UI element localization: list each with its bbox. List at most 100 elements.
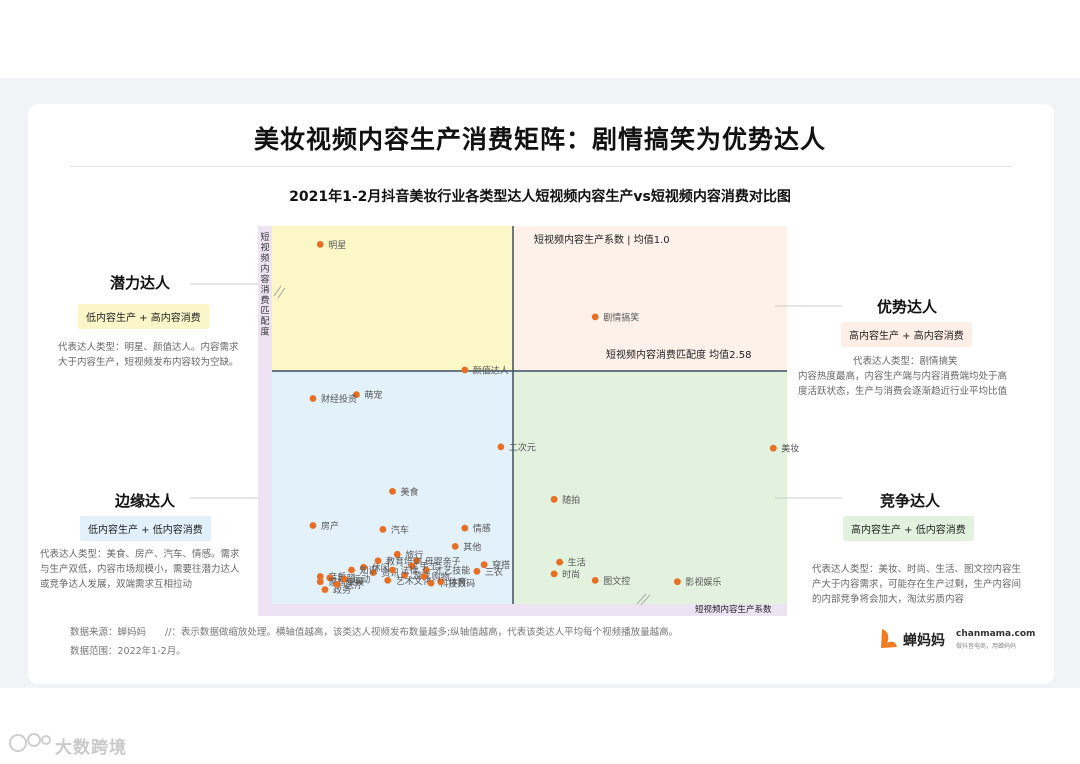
data-point-label: 生活 bbox=[568, 557, 586, 569]
data-point bbox=[556, 558, 563, 566]
brand-logo-icon bbox=[881, 629, 897, 648]
data-point bbox=[591, 313, 599, 321]
y-axis-band bbox=[258, 226, 272, 616]
watermark-logo-icon bbox=[9, 733, 51, 752]
title-divider bbox=[70, 166, 1012, 167]
x-axis-band bbox=[258, 604, 787, 616]
data-point-label: 影视娱乐 bbox=[685, 576, 721, 588]
quadrant-title-advantage: 优势达人 bbox=[876, 298, 937, 316]
data-note: //：表示数据做缩放处理。横轴值越高，该类达人视频发布数量越多;纵轴值越高，代表… bbox=[165, 627, 679, 638]
data-point bbox=[353, 391, 360, 398]
desc-line: 的内部竞争将会加大，淘汰劣质内容 bbox=[812, 594, 965, 605]
data-point bbox=[389, 488, 396, 495]
axis-break-x bbox=[636, 593, 647, 605]
y-axis-label-char: 度 bbox=[260, 326, 269, 338]
data-point-label: 资讯 bbox=[381, 568, 399, 579]
data-point bbox=[369, 569, 377, 576]
data-point-label: 知识 bbox=[360, 565, 378, 577]
data-point bbox=[473, 567, 481, 575]
data-point bbox=[333, 581, 341, 588]
data-point-label: 时尚 bbox=[562, 568, 580, 580]
quadrant-title-competitive: 竞争达人 bbox=[879, 492, 940, 510]
data-point-label: 颜值达人 bbox=[473, 365, 509, 377]
desc-line: 与生产双低，内容市场规模小，需要往潜力达人 bbox=[40, 564, 240, 575]
data-point bbox=[497, 443, 505, 451]
desc-line: 内容热度最高，内容生产端与内容消费端均处于高 bbox=[798, 371, 1008, 382]
data-point-label: 旅行 bbox=[405, 549, 423, 561]
data-point-label: 情感 bbox=[473, 523, 491, 535]
desc-line: 代表达人类型：美食、房产、汽车、情感。需求 bbox=[40, 549, 240, 560]
quadrant-top-right bbox=[513, 226, 787, 371]
data-point bbox=[437, 578, 445, 586]
quadrant-title-potential: 潜力达人 bbox=[109, 274, 170, 292]
data-point-label: 汽车 bbox=[391, 524, 409, 536]
watermark-text: 大数跨境 bbox=[55, 738, 127, 758]
desc-line: 代表达人类型：剧情搞笑 bbox=[853, 356, 958, 367]
quadrant-title-marginal: 边缘达人 bbox=[114, 492, 175, 510]
data-point bbox=[480, 561, 488, 569]
y-axis-label-char: 频 bbox=[260, 252, 269, 264]
data-point bbox=[769, 444, 777, 452]
data-point bbox=[674, 578, 681, 586]
axis-break-y bbox=[273, 285, 282, 297]
data-point bbox=[422, 566, 430, 574]
y-axis-label: 短视频内容消费匹配度 bbox=[260, 231, 269, 338]
data-point-label: 法律 bbox=[401, 565, 419, 577]
data-point-label: 其他 bbox=[463, 541, 481, 553]
data-point bbox=[316, 573, 324, 580]
data-point bbox=[360, 563, 367, 571]
data-point bbox=[451, 543, 459, 550]
y-mean-label: 短视频内容消费匹配度 均值2.58 bbox=[606, 348, 751, 361]
y-axis-label-char: 容 bbox=[260, 273, 269, 285]
data-point bbox=[316, 241, 324, 248]
data-point-label: 手工 bbox=[420, 561, 438, 573]
quadrant-pill-competitive: 高内容生产 + 低内容消费 bbox=[843, 516, 974, 541]
data-point-label: 母婴亲子 bbox=[425, 555, 461, 567]
data-point-label: 休闲 bbox=[372, 562, 390, 574]
data-point-label: 随拍 bbox=[562, 494, 580, 506]
data-point bbox=[461, 524, 469, 532]
data-point-label: 美食 bbox=[401, 486, 419, 498]
data-point-label: 购物 bbox=[432, 571, 450, 583]
data-point bbox=[379, 526, 387, 533]
y-axis-label-char: 视 bbox=[260, 242, 269, 254]
y-axis-label-char: 内 bbox=[260, 263, 269, 275]
data-point bbox=[384, 577, 392, 584]
x-axis-label: 短视频内容生产系数 bbox=[695, 604, 772, 615]
data-point bbox=[316, 578, 324, 586]
quadrant-pill-advantage: 高内容生产 + 高内容消费 bbox=[841, 322, 972, 347]
data-point-label: 才艺技能 bbox=[434, 565, 470, 577]
quadrant-pill-marginal: 低内容生产 + 低内容消费 bbox=[80, 516, 211, 541]
brand-url: chanmama.com bbox=[956, 629, 1036, 639]
chart-title: 2021年1-2月抖音美妆行业各类型达人短视频内容生产vs短视频内容消费对比图 bbox=[289, 189, 791, 205]
data-point bbox=[326, 574, 334, 582]
data-point bbox=[591, 577, 599, 584]
quadrant-bottom-left bbox=[272, 371, 513, 604]
desc-line: 产大于内容需求，可能存在生产过剩，生产内容间 bbox=[812, 579, 1022, 590]
data-point-label: 三农 bbox=[485, 566, 503, 578]
data-point-label: 医疗 bbox=[345, 579, 363, 591]
quadrant-desc-advantage: 代表达人类型：剧情搞笑 内容热度最高，内容生产端与内容消费端均处于高 度活跃状态… bbox=[798, 354, 1038, 399]
quadrant-desc-potential: 代表达人类型：明星、颜值达人。内容需求 大于内容生产，短视频发布内容较为空缺。 bbox=[58, 340, 268, 370]
y-axis-label-char: 配 bbox=[260, 316, 269, 327]
desc-line: 或竞争达人发展，双端需求互相拉动 bbox=[40, 579, 193, 590]
data-point-label: 科技数码 bbox=[439, 578, 475, 590]
data-point bbox=[461, 366, 469, 374]
brand-slogan: 做抖音电商，用蝉妈妈 bbox=[956, 643, 1017, 650]
data-point bbox=[413, 557, 420, 565]
data-point bbox=[401, 571, 408, 579]
data-point-label: 剧情搞笑 bbox=[603, 311, 639, 323]
data-source: 数据来源：蝉妈妈 bbox=[70, 627, 147, 638]
quadrant-connectors bbox=[190, 283, 842, 499]
data-point-label: 运动 bbox=[352, 575, 370, 586]
quadrant-desc-competitive: 代表达人类型：美妆、时尚、生活、图文控内容生 产大于内容需求，可能存在生产过剩，… bbox=[812, 562, 1052, 607]
brand-name: 蝉妈妈 bbox=[903, 633, 945, 649]
data-point bbox=[340, 575, 348, 583]
y-axis-label-char: 短 bbox=[260, 231, 269, 243]
data-point-label: 穿搭 bbox=[492, 559, 510, 571]
data-point bbox=[550, 495, 558, 503]
data-point-label: 财经投资 bbox=[321, 393, 357, 405]
data-point-label: 明星 bbox=[328, 240, 346, 251]
quadrant-bottom-right bbox=[513, 371, 787, 604]
